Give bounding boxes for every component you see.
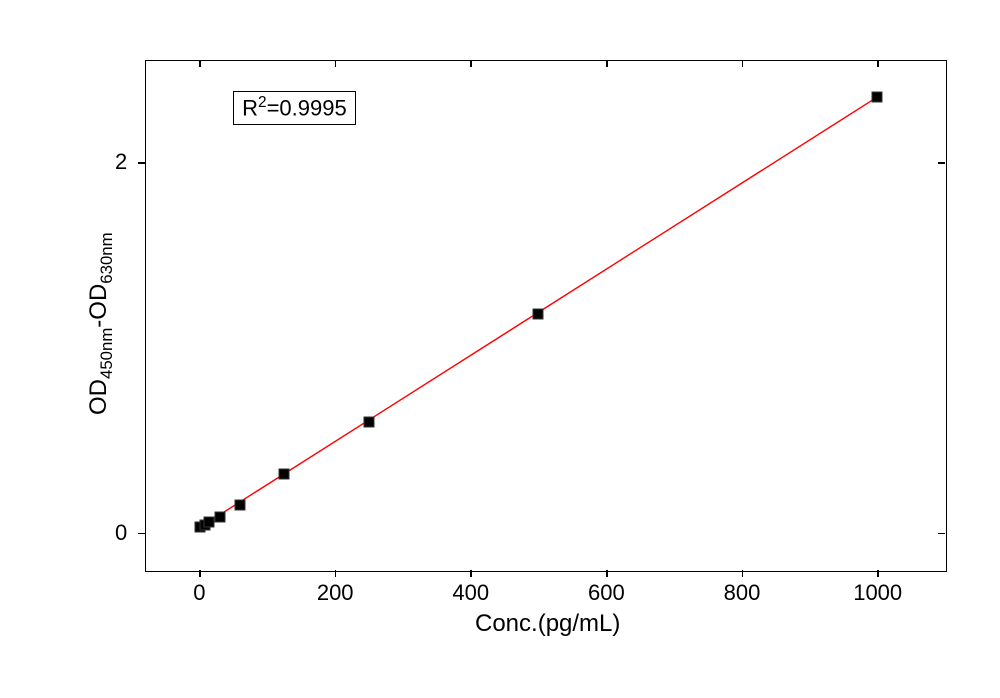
x-tick-top <box>470 60 472 67</box>
data-point <box>363 416 374 427</box>
y-tick <box>138 533 145 535</box>
x-axis-label: Conc.(pg/mL) <box>475 610 620 638</box>
x-tick-label: 800 <box>724 580 761 606</box>
data-point <box>234 500 245 511</box>
data-point <box>533 309 544 320</box>
x-tick-top <box>877 60 879 67</box>
y-axis-label: OD450nm-OD630nm <box>85 232 117 415</box>
r2-annotation: R2=0.9995 <box>233 91 356 124</box>
x-tick-label: 0 <box>193 580 205 606</box>
y-tick-label: 0 <box>115 520 127 546</box>
data-point <box>278 468 289 479</box>
x-tick-label: 1000 <box>853 580 902 606</box>
x-tick-top <box>606 60 608 67</box>
x-tick-top <box>742 60 744 67</box>
y-tick <box>138 162 145 164</box>
x-tick <box>470 570 472 577</box>
x-tick-label: 400 <box>452 580 489 606</box>
x-tick <box>877 570 879 577</box>
plot-area <box>145 60 947 572</box>
x-tick-label: 200 <box>317 580 354 606</box>
x-tick <box>606 570 608 577</box>
chart-container: Acro BIOSYSTEMS R2=0.9995 Conc.(pg/mL) O… <box>0 0 1000 698</box>
data-point <box>214 512 225 523</box>
y-tick-right <box>938 162 945 164</box>
x-tick-label: 600 <box>588 580 625 606</box>
x-tick <box>335 570 337 577</box>
x-tick <box>742 570 744 577</box>
y-tick-right <box>938 533 945 535</box>
x-tick-top <box>335 60 337 67</box>
x-tick <box>199 570 201 577</box>
x-tick-top <box>199 60 201 67</box>
y-tick-label: 2 <box>115 149 127 175</box>
data-point <box>872 92 883 103</box>
